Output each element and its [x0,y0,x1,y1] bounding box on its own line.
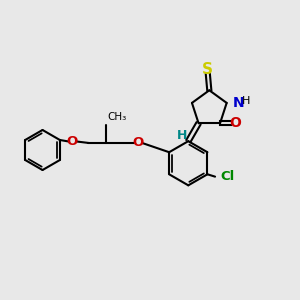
Text: O: O [230,116,241,130]
Text: H: H [242,96,250,106]
Text: CH₃: CH₃ [108,112,127,122]
Text: Cl: Cl [220,170,234,183]
Text: H: H [177,129,187,142]
Text: S: S [202,61,213,76]
Text: O: O [67,135,78,148]
Text: O: O [132,136,143,149]
Text: N: N [233,96,245,110]
